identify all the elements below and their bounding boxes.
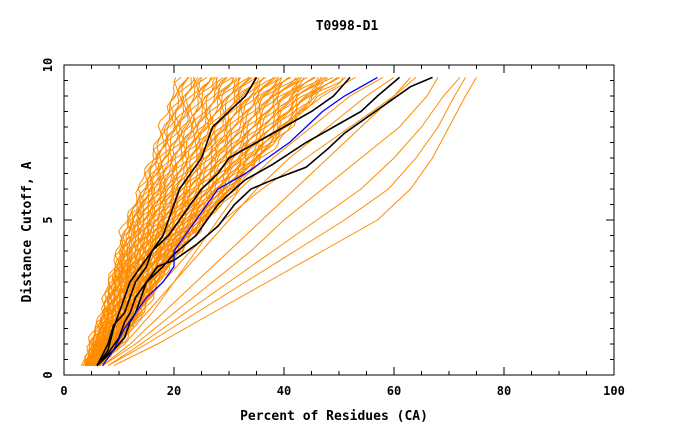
x-tick-label: 60	[387, 384, 401, 398]
model-curve-band	[85, 77, 224, 366]
model-curve-band	[95, 77, 328, 366]
highlight-curve-black	[96, 76, 351, 367]
model-curve	[102, 77, 439, 367]
model-curve-band	[90, 76, 315, 367]
x-tick-label: 40	[277, 384, 291, 398]
model-curve	[107, 77, 461, 367]
highlight-curve-black	[96, 76, 258, 367]
model-curve	[102, 77, 411, 367]
model-curve	[113, 77, 477, 367]
model-curve-band	[96, 76, 340, 367]
model-curve-band	[96, 76, 338, 367]
x-tick-label: 0	[60, 384, 67, 398]
model-curve-band	[94, 77, 305, 367]
x-tick-label: 20	[167, 384, 181, 398]
model-curve	[107, 77, 466, 367]
y-axis-label: Distance Cutoff, A	[20, 161, 35, 302]
series-layer	[91, 76, 477, 367]
model-curve	[96, 76, 384, 367]
model-curve-band	[85, 77, 203, 366]
highlight-curve-black	[96, 76, 401, 367]
model-curve-band	[82, 77, 214, 367]
model-curve-band	[85, 77, 189, 367]
model-curve-band	[83, 77, 182, 366]
model-curve-band	[80, 77, 190, 366]
x-axis-label: Percent of Residues (CA)	[240, 409, 428, 424]
highlight-curve-black	[96, 76, 433, 367]
y-tick-label: 10	[41, 58, 55, 72]
x-tick-label: 80	[497, 384, 511, 398]
model-curve-band	[85, 76, 208, 366]
model-band	[80, 76, 346, 367]
chart-title: T0998-D1	[316, 19, 379, 34]
axis-ticks: 0 20 40 60 80 100 0 5 10	[41, 58, 625, 398]
y-tick-label: 0	[41, 371, 55, 378]
x-tick-label: 100	[603, 384, 625, 398]
y-tick-label: 5	[41, 216, 55, 223]
model-curve-band	[88, 77, 212, 367]
model-curve-band	[93, 77, 346, 367]
model-curve	[96, 76, 395, 367]
highlight-curve-blue	[101, 76, 378, 367]
model-curve-band	[86, 77, 228, 366]
